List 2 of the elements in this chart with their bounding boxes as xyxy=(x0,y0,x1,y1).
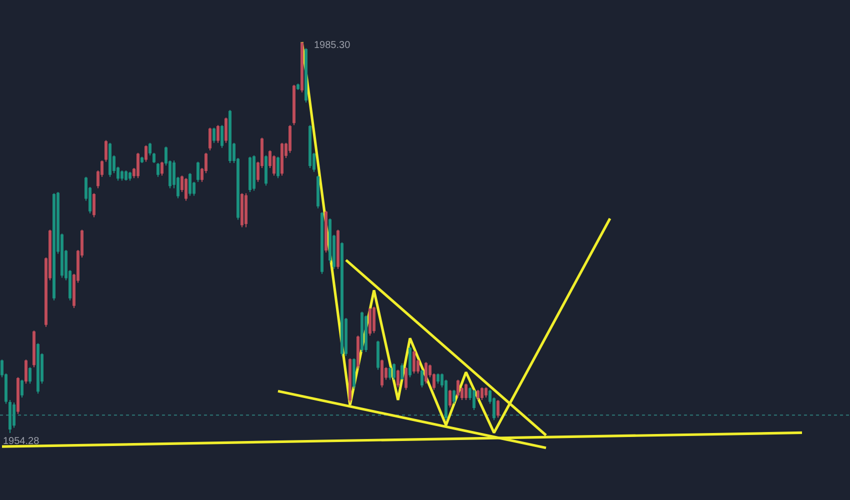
annotation: 1985.30 xyxy=(314,40,351,51)
text: 1954.28 xyxy=(3,436,40,447)
